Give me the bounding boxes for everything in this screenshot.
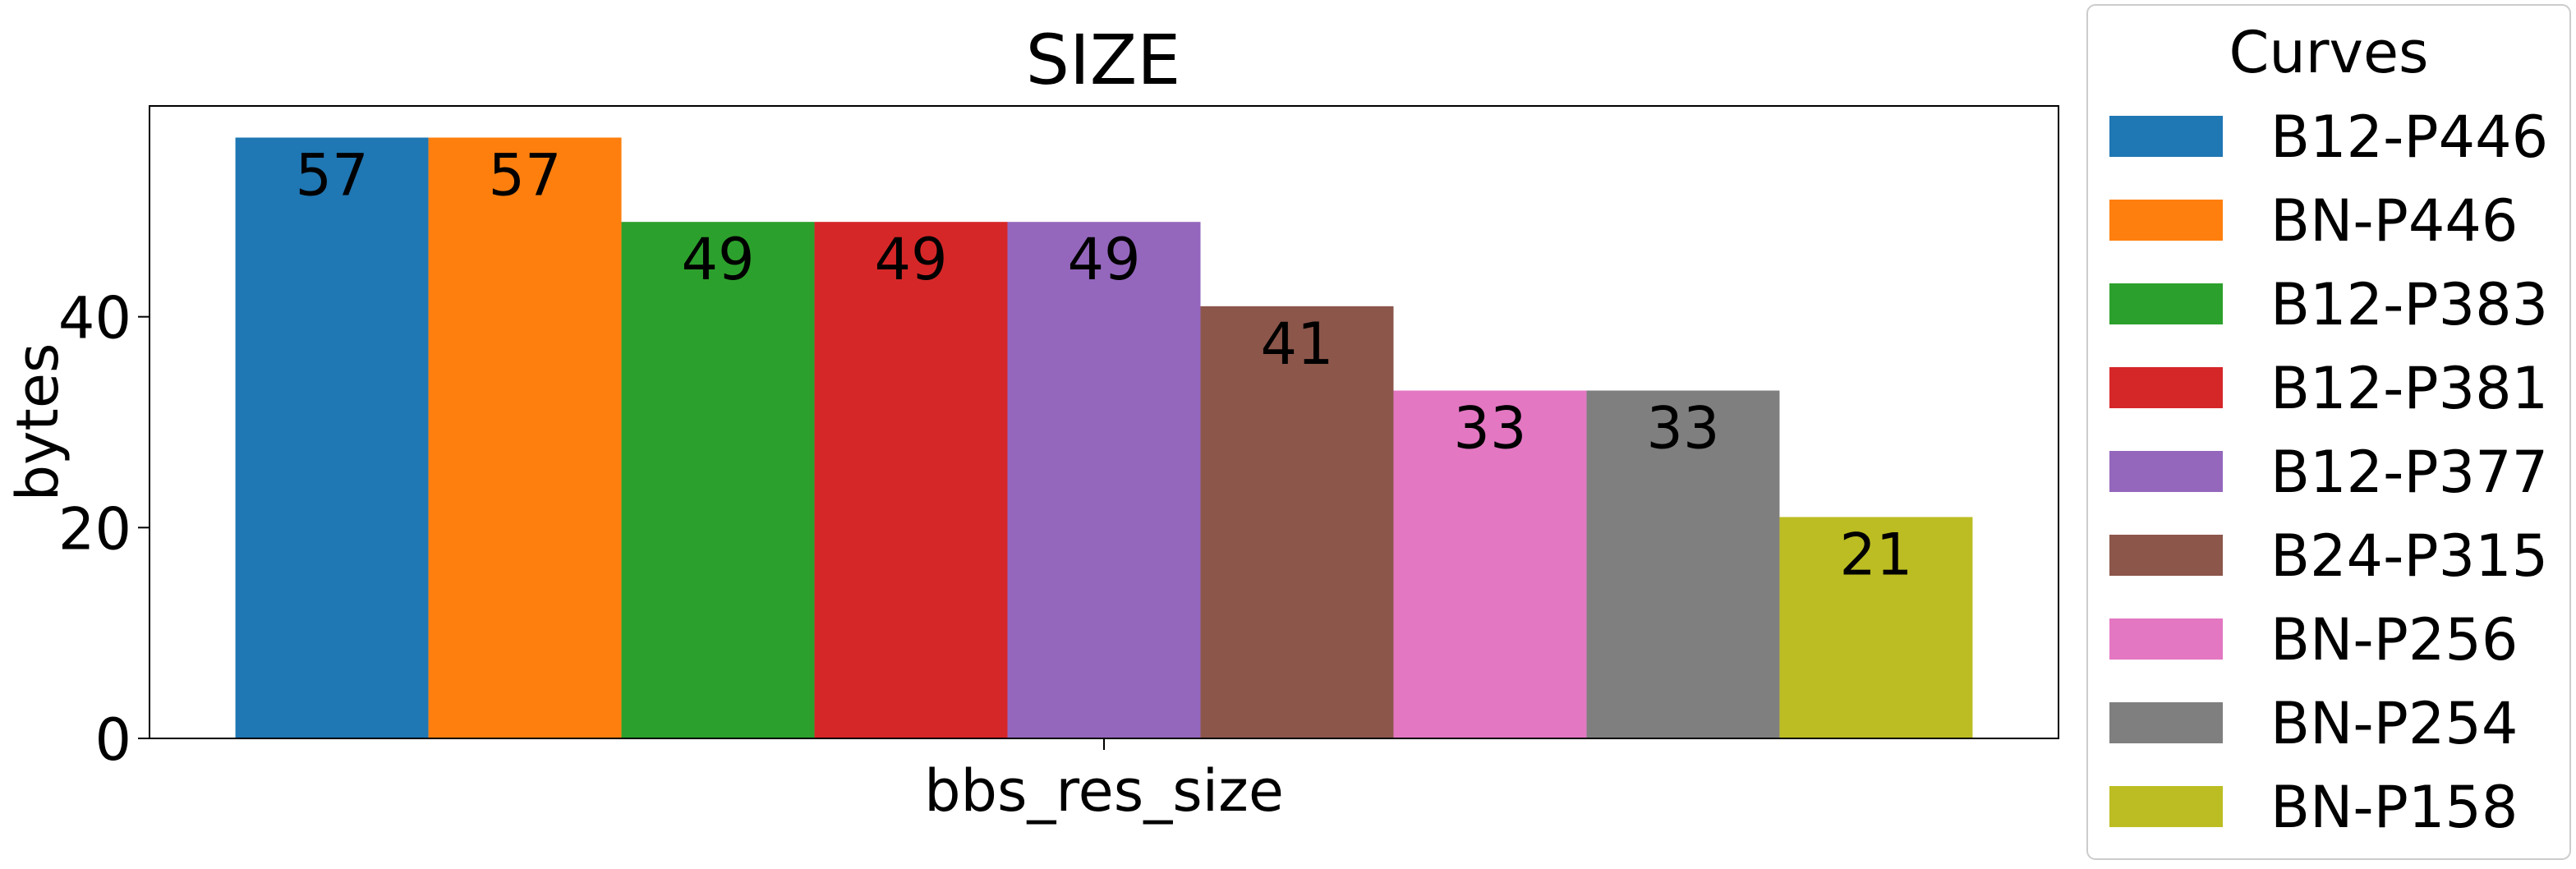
y-tick-label: 20 [58,495,131,563]
legend-label: B12-P446 [2270,103,2548,171]
legend-label: BN-P256 [2270,606,2518,674]
bar-value-label: 41 [1260,310,1333,378]
bar-b12-p446 [235,137,429,738]
legend-label: B12-P381 [2270,355,2548,422]
legend-swatch [2109,618,2223,660]
chart-title: SIZE [1026,20,1181,100]
legend-title: Curves [2229,19,2429,86]
bar-bn-p158 [1779,517,1973,738]
bar-value-label: 33 [1453,395,1526,462]
legend: Curves B12-P446BN-P446B12-P383B12-P381B1… [2086,4,2571,860]
bar-bn-p254 [1586,390,1780,738]
y-axis-label: bytes [4,343,71,502]
legend-swatch [2109,535,2223,576]
x-tick-label: bbs_res_size [924,757,1284,825]
legend-swatch [2109,116,2223,157]
bar-value-label: 21 [1839,522,1912,589]
bar-value-label: 33 [1646,395,1719,462]
bar-b12-p383 [621,222,815,739]
legend-swatch [2109,702,2223,743]
y-tick-label: 40 [58,285,131,352]
legend-swatch [2109,283,2223,324]
legend-label: B24-P315 [2270,522,2548,590]
legend-swatch [2109,786,2223,827]
legend-label: BN-P254 [2270,690,2518,757]
legend-swatch [2109,451,2223,492]
y-axis-ticks: 0 20 40 [58,285,150,774]
y-tick-label: 0 [94,706,131,774]
bar-value-label: 49 [874,226,947,293]
legend-swatch [2109,367,2223,408]
legend-label: B12-P377 [2270,439,2548,506]
legend-label: B12-P383 [2270,271,2548,338]
legend-label: BN-P158 [2270,774,2518,841]
legend-items: B12-P446 BN-P446 B12-P383 B12-P381 B12-P377 B… [2109,103,2548,841]
bar-value-label: 49 [681,226,754,293]
x-axis-ticks: bbs_res_size [924,738,1284,825]
bars-group [235,137,1973,739]
bar-bn-p256 [1393,390,1587,738]
bar-bn-p446 [428,137,622,738]
bar-value-label: 57 [296,142,369,209]
bar-b12-p377 [1007,222,1201,739]
bar-b12-p381 [814,222,1008,739]
legend-swatch [2109,200,2223,241]
bar-value-labels: 57 57 49 49 49 41 33 33 21 [296,142,1913,589]
bar-value-label: 57 [489,142,562,209]
legend-label: BN-P446 [2270,187,2518,255]
bar-value-label: 49 [1067,226,1140,293]
bar-b24-p315 [1200,306,1394,738]
